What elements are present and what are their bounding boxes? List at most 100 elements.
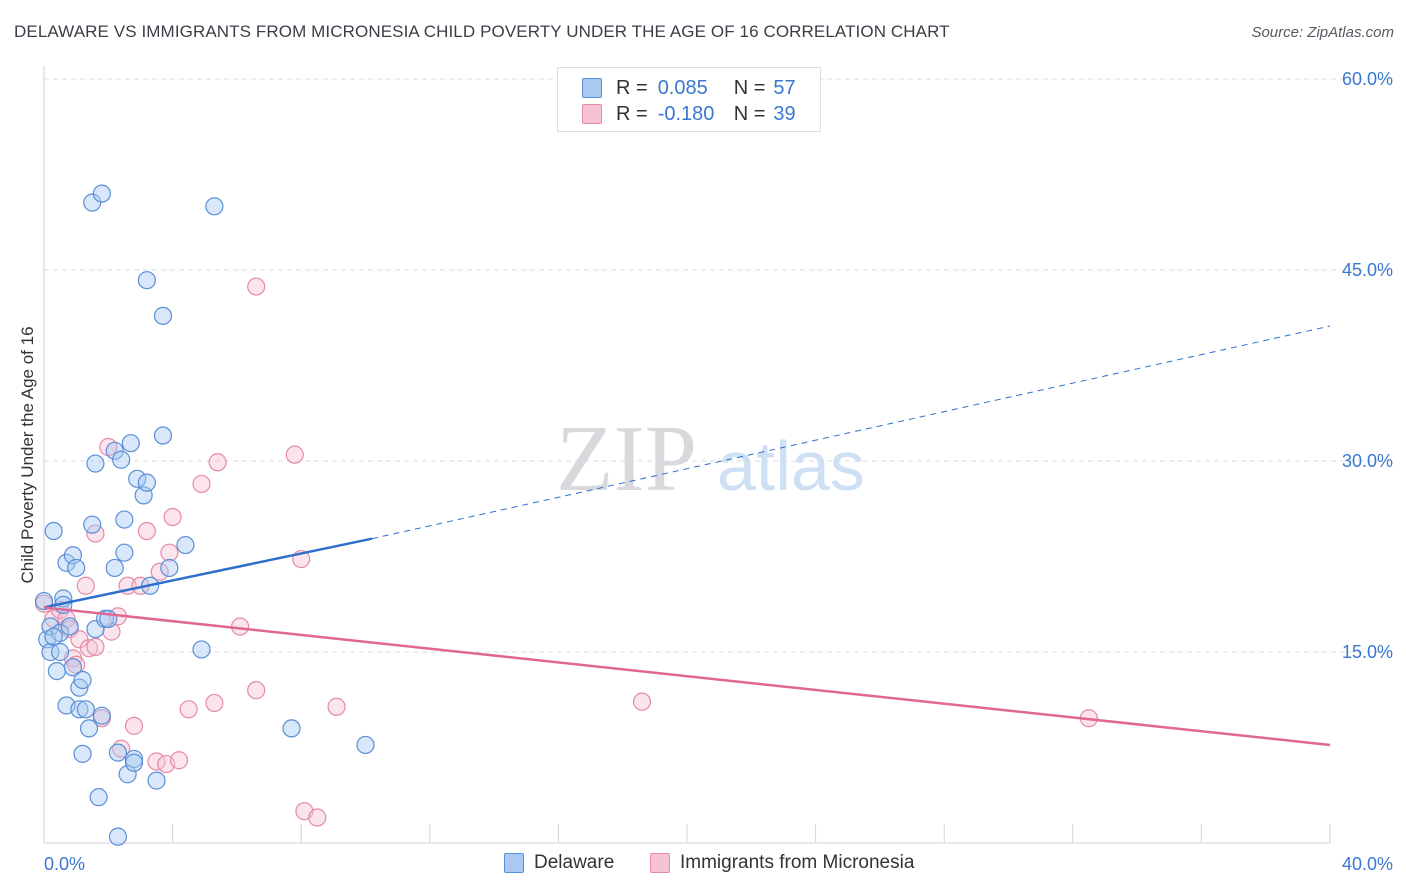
delaware-point xyxy=(115,543,134,562)
legend-label-micronesia: Immigrants from Micronesia xyxy=(680,852,915,873)
watermark: ZIP atlas xyxy=(556,407,865,511)
micronesia-point xyxy=(192,474,211,494)
legend-n-value: 39 xyxy=(773,102,796,125)
y-tick-label: 30.0% xyxy=(1342,451,1393,471)
y-tick-label: 60.0% xyxy=(1342,69,1393,89)
delaware-point xyxy=(89,788,108,807)
delaware-point xyxy=(92,184,111,203)
delaware-point xyxy=(76,700,95,719)
delaware-point xyxy=(70,700,89,719)
x-tick-label: 0.0% xyxy=(44,854,85,874)
legend-r-label: R = xyxy=(616,76,648,99)
micronesia-point xyxy=(163,507,182,527)
delaware-point xyxy=(282,719,301,738)
y-tick-label: 45.0% xyxy=(1342,260,1393,280)
micronesia-point xyxy=(327,697,346,716)
legend-row-delaware: R = 0.085 N = 57 xyxy=(582,76,796,100)
micronesia-point xyxy=(76,576,95,595)
delaware-point xyxy=(124,749,144,769)
delaware-point xyxy=(73,744,92,763)
chart-title: DELAWARE VS IMMIGRANTS FROM MICRONESIA C… xyxy=(14,22,950,41)
chart-source: Source: ZipAtlas.com xyxy=(1251,24,1394,41)
y-axis-title: Child Poverty Under the Age of 16 xyxy=(18,326,37,584)
micronesia-point xyxy=(208,453,227,472)
delaware-point xyxy=(108,827,128,846)
micronesia-point xyxy=(205,693,224,713)
delaware-point xyxy=(205,197,224,216)
delaware-point xyxy=(176,535,195,555)
delaware-point xyxy=(57,553,76,572)
axes-layer xyxy=(43,66,1331,844)
legend-n-label: N = xyxy=(733,76,766,99)
delaware-point xyxy=(47,661,66,681)
legend-row-micronesia: R = -0.180 N = 39 xyxy=(582,102,796,126)
delaware-point xyxy=(192,640,211,659)
legend-r-value: 0.085 xyxy=(657,76,708,99)
micronesia-point xyxy=(67,655,86,674)
delaware-point xyxy=(73,670,92,690)
delaware-point xyxy=(83,515,102,534)
delaware-point xyxy=(92,706,111,725)
micronesia-point xyxy=(632,692,652,711)
delaware-point xyxy=(124,753,144,772)
delaware-point xyxy=(44,521,63,541)
delaware-point xyxy=(137,271,156,290)
delaware-trend-line xyxy=(43,537,373,609)
correlation-legend: R = 0.085 N = 57 R = -0.180 N = 39 xyxy=(557,67,821,132)
x-tick-labels: 0.0% 40.0% xyxy=(44,854,1393,874)
micronesia-point xyxy=(79,639,99,658)
y-tick-labels: 15.0% 30.0% 45.0% 60.0% xyxy=(1342,69,1393,662)
delaware-point xyxy=(137,473,156,492)
delaware-point xyxy=(128,469,147,488)
legend-label-delaware: Delaware xyxy=(534,852,615,873)
delaware-point xyxy=(121,434,140,453)
watermark-atlas: atlas xyxy=(717,427,865,505)
x-tick-label: 40.0% xyxy=(1342,854,1393,874)
delaware-trend-extension xyxy=(371,325,1331,540)
micronesia-point xyxy=(285,445,304,464)
delaware-point xyxy=(41,617,60,636)
bottom-legend-micronesia: Immigrants from Micronesia xyxy=(650,852,914,874)
delaware-point xyxy=(67,558,86,578)
legend-n-label: N = xyxy=(733,102,766,125)
micronesia-point xyxy=(169,751,189,770)
delaware-point xyxy=(44,627,63,646)
legend-swatch-blue xyxy=(504,853,524,873)
legend-r-value: -0.180 xyxy=(657,102,715,125)
micronesia-point xyxy=(247,681,266,700)
delaware-point xyxy=(63,658,83,677)
micronesia-point xyxy=(86,637,105,657)
series-delaware-points xyxy=(34,184,375,846)
legend-swatch-pink xyxy=(582,104,602,124)
micronesia-point xyxy=(179,700,198,719)
delaware-point xyxy=(147,771,166,790)
delaware-point xyxy=(79,719,99,738)
delaware-point xyxy=(108,743,128,762)
bottom-legend-delaware: Delaware xyxy=(504,852,614,874)
micronesia-point xyxy=(124,716,144,735)
delaware-point xyxy=(41,642,60,662)
delaware-point xyxy=(356,735,375,755)
trend-lines xyxy=(43,325,1331,747)
series-micronesia-points xyxy=(34,277,1098,827)
delaware-point xyxy=(153,306,173,325)
micronesia-point xyxy=(308,808,327,827)
delaware-point xyxy=(112,450,131,469)
delaware-point xyxy=(105,441,124,460)
micronesia-point xyxy=(150,562,169,581)
micronesia-point xyxy=(137,521,156,541)
delaware-point xyxy=(50,642,70,662)
y-tick-label: 15.0% xyxy=(1342,642,1393,662)
legend-r-label: R = xyxy=(616,102,648,125)
micronesia-trend-line xyxy=(43,606,1331,747)
delaware-point xyxy=(153,426,173,445)
legend-n-value: 57 xyxy=(773,76,796,99)
watermark-zip: ZIP xyxy=(556,407,697,511)
micronesia-point xyxy=(247,277,266,296)
delaware-point xyxy=(118,765,137,784)
legend-swatch-pink xyxy=(650,853,670,873)
delaware-point xyxy=(60,617,79,636)
delaware-point xyxy=(86,454,105,473)
delaware-point xyxy=(160,558,179,578)
